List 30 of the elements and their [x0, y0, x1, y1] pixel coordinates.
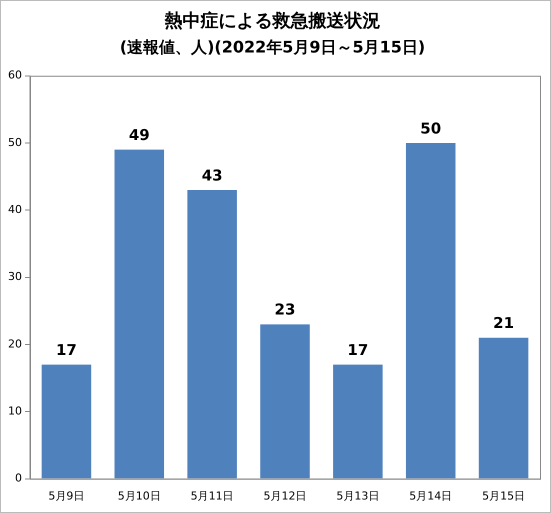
y-tick-label: 40 — [8, 202, 22, 216]
x-tick-label: 5月11日 — [190, 489, 234, 502]
bar — [42, 364, 92, 478]
chart-title: 熱中症による救急搬送状況 — [164, 10, 380, 32]
data-label: 17 — [56, 341, 77, 360]
chart-subtitle: (速報値、人)(2022年5月9日～5月15日) — [120, 37, 426, 56]
bar — [114, 150, 164, 478]
bar — [333, 364, 383, 478]
data-label: 21 — [493, 314, 514, 332]
y-tick-label: 10 — [8, 404, 22, 418]
x-tick-label: 5月15日 — [482, 489, 526, 502]
bar — [260, 324, 310, 478]
y-tick-label: 60 — [8, 68, 22, 82]
y-tick-label: 30 — [8, 270, 22, 284]
data-label: 50 — [420, 119, 442, 138]
x-tick-label: 5月10日 — [118, 489, 161, 502]
data-label: 49 — [128, 126, 150, 144]
data-label: 17 — [347, 341, 368, 360]
y-tick-label: 0 — [14, 472, 22, 485]
y-tick-label: 50 — [8, 136, 22, 149]
x-tick-label: 5月13日 — [336, 489, 380, 502]
x-tick-label: 5月12日 — [264, 489, 306, 502]
data-label: 43 — [202, 166, 223, 184]
y-tick-label: 20 — [8, 337, 22, 350]
x-tick-label: 5月9日 — [48, 489, 84, 502]
x-tick-label: 5月14日 — [409, 489, 452, 502]
bar — [406, 142, 456, 478]
data-label: 23 — [274, 300, 296, 319]
bar — [478, 338, 528, 478]
bar — [187, 190, 237, 478]
